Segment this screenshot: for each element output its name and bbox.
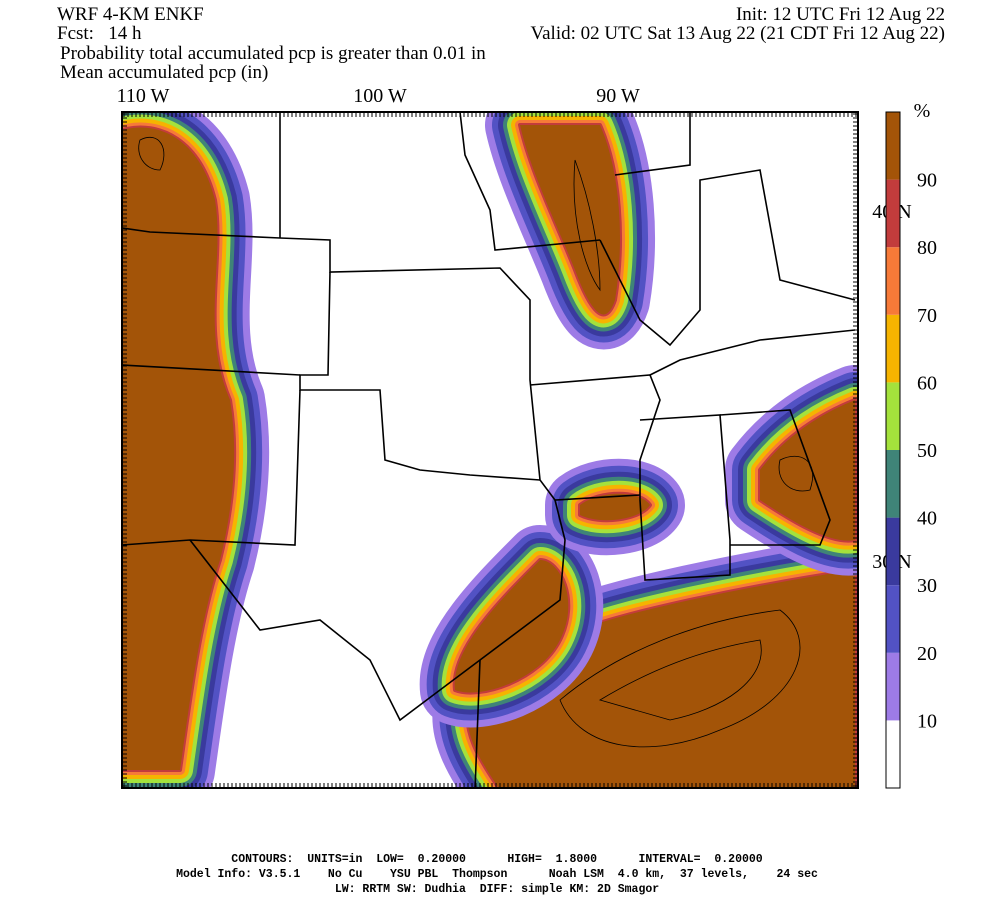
colorbar-band — [886, 314, 900, 383]
contour-field: Mean accumulated pcp (in) — [60, 62, 268, 83]
init-time: Init: 12 UTC Fri 12 Aug 22 — [736, 4, 945, 25]
longitude-label: 110 W — [117, 85, 170, 107]
colorbar-label: 10 — [917, 710, 937, 732]
colorbar-band — [886, 382, 900, 450]
longitude-label: 100 W — [353, 85, 407, 107]
colorbar-band — [886, 585, 900, 653]
footer-line: LW: RRTM SW: Dudhia DIFF: simple KM: 2D … — [335, 883, 659, 896]
colorbar-band — [886, 112, 900, 180]
footer: CONTOURS: UNITS=in LOW= 0.20000 HIGH= 1.… — [176, 853, 818, 896]
colorbar-band — [886, 517, 900, 586]
colorbar-label: 30 — [917, 575, 937, 597]
contours — [138, 137, 813, 748]
longitude-label: 90 W — [596, 85, 640, 107]
colorbar-label: 80 — [917, 237, 937, 259]
colorbar-band — [886, 720, 900, 788]
state-borders — [122, 112, 856, 788]
forecast-hour: Fcst: 14 h — [57, 23, 142, 44]
colorbar-label: 70 — [917, 305, 937, 327]
model-name: WRF 4-KM ENKF — [57, 4, 204, 25]
footer-line: Model Info: V3.5.1 No Cu YSU PBL Thompso… — [176, 868, 818, 881]
colorbar-band — [886, 179, 900, 248]
header: WRF 4-KM ENKF Init: 12 UTC Fri 12 Aug 22… — [57, 4, 945, 83]
colorbar-outline — [885, 111, 901, 789]
fill-field: Probability total accumulated pcp is gre… — [60, 43, 486, 64]
longitude-labels: 110 W 100 W 90 W — [117, 85, 640, 107]
colorbar-label: 60 — [917, 372, 937, 394]
colorbar: % 10 20 30 40 50 60 70 80 90 — [885, 100, 937, 789]
valid-time: Valid: 02 UTC Sat 13 Aug 22 (21 CDT Fri … — [531, 23, 946, 44]
colorbar-label: 90 — [917, 170, 937, 192]
colorbar-band — [886, 450, 900, 518]
map-frame — [121, 111, 859, 789]
footer-line: CONTOURS: UNITS=in LOW= 0.20000 HIGH= 1.… — [231, 853, 762, 866]
colorbar-label: 20 — [917, 643, 937, 665]
colorbar-label: 40 — [917, 508, 937, 530]
colorbar-label: 50 — [917, 440, 937, 462]
map — [122, 112, 858, 788]
colorbar-band — [886, 652, 900, 721]
colorbar-band — [886, 247, 900, 315]
colorbar-unit: % — [914, 100, 931, 122]
